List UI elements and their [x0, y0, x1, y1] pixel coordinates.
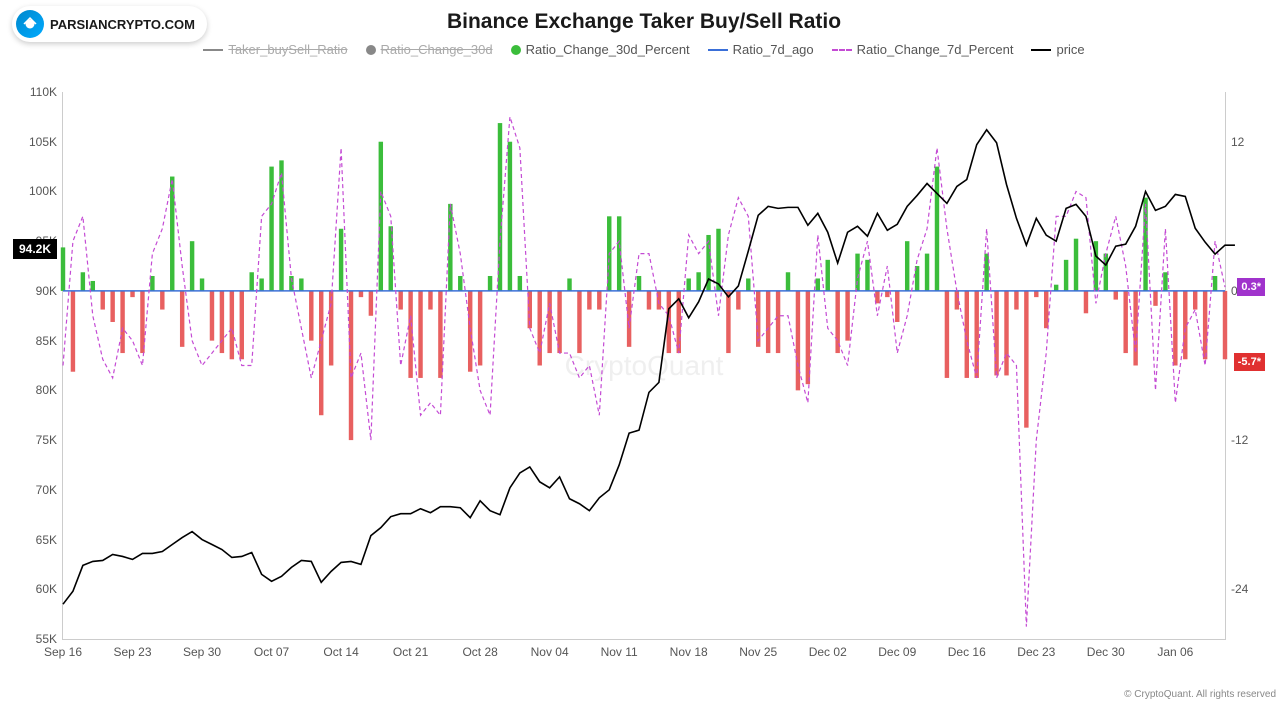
x-axis-label: Dec 16: [948, 645, 986, 659]
x-axis-label: Dec 02: [809, 645, 847, 659]
legend-item[interactable]: Ratio_Change_30d: [366, 42, 493, 57]
legend-swatch: [203, 49, 223, 51]
x-axis-label: Oct 14: [323, 645, 358, 659]
y-axis-left-label: 105K: [13, 135, 57, 149]
x-axis-label: Dec 09: [878, 645, 916, 659]
y-axis-left-label: 90K: [13, 284, 57, 298]
plot-svg: [63, 92, 1225, 639]
y-axis-left-label: 60K: [13, 582, 57, 596]
legend-label: Ratio_7d_ago: [733, 42, 814, 57]
legend-label: Ratio_Change_7d_Percent: [857, 42, 1014, 57]
copyright: © CryptoQuant. All rights reserved: [1124, 689, 1276, 700]
x-axis-label: Oct 07: [254, 645, 289, 659]
chart-area: CryptoQuant 55K60K65K70K75K80K85K90K95K1…: [62, 70, 1226, 660]
legend-label: price: [1056, 42, 1084, 57]
legend-item[interactable]: price: [1031, 42, 1084, 57]
price-current-badge: 94.2K: [13, 239, 57, 259]
value-badge: 0.3*: [1237, 278, 1265, 296]
legend-swatch: [511, 45, 521, 55]
legend-swatch: [708, 49, 728, 51]
x-axis-label: Dec 23: [1017, 645, 1055, 659]
plot-area: CryptoQuant 55K60K65K70K75K80K85K90K95K1…: [62, 92, 1226, 640]
x-axis-label: Sep 16: [44, 645, 82, 659]
legend-item[interactable]: Ratio_7d_ago: [708, 42, 814, 57]
x-axis-label: Nov 18: [670, 645, 708, 659]
legend-label: Ratio_Change_30d: [381, 42, 493, 57]
x-axis-label: Oct 28: [462, 645, 497, 659]
legend-swatch: [832, 49, 852, 51]
legend-label: Ratio_Change_30d_Percent: [526, 42, 690, 57]
logo-icon: [16, 10, 44, 38]
x-axis-label: Jan 06: [1157, 645, 1193, 659]
y-axis-right-label: 12: [1231, 135, 1269, 149]
logo-text: PARSIANCRYPTO.COM: [50, 17, 195, 32]
y-axis-right-label: -12: [1231, 433, 1269, 447]
logo-badge: PARSIANCRYPTO.COM: [12, 6, 207, 42]
y-axis-left-label: 85K: [13, 334, 57, 348]
x-axis-label: Nov 11: [601, 645, 638, 659]
y-axis-left-label: 55K: [13, 632, 57, 646]
value-badge: -5.7*: [1234, 353, 1265, 371]
legend-label: Taker_buySell_Ratio: [228, 42, 347, 57]
legend-item[interactable]: Taker_buySell_Ratio: [203, 42, 347, 57]
x-axis-label: Sep 30: [183, 645, 221, 659]
y-axis-left-label: 75K: [13, 433, 57, 447]
legend: Taker_buySell_Ratio Ratio_Change_30d Ratio…: [0, 42, 1288, 57]
legend-item[interactable]: Ratio_Change_30d_Percent: [511, 42, 690, 57]
x-axis-label: Dec 30: [1087, 645, 1125, 659]
y-axis-left-label: 80K: [13, 383, 57, 397]
x-axis-label: Oct 21: [393, 645, 428, 659]
legend-swatch: [1031, 49, 1051, 51]
legend-swatch: [366, 45, 376, 55]
y-axis-left-label: 65K: [13, 533, 57, 547]
x-axis-label: Nov 25: [739, 645, 777, 659]
x-axis-label: Sep 23: [113, 645, 151, 659]
y-axis-right-label: -24: [1231, 582, 1269, 596]
y-axis-left-label: 70K: [13, 483, 57, 497]
legend-item[interactable]: Ratio_Change_7d_Percent: [832, 42, 1014, 57]
y-axis-left-label: 110K: [13, 85, 57, 99]
x-axis-label: Nov 04: [531, 645, 569, 659]
y-axis-left-label: 100K: [13, 184, 57, 198]
